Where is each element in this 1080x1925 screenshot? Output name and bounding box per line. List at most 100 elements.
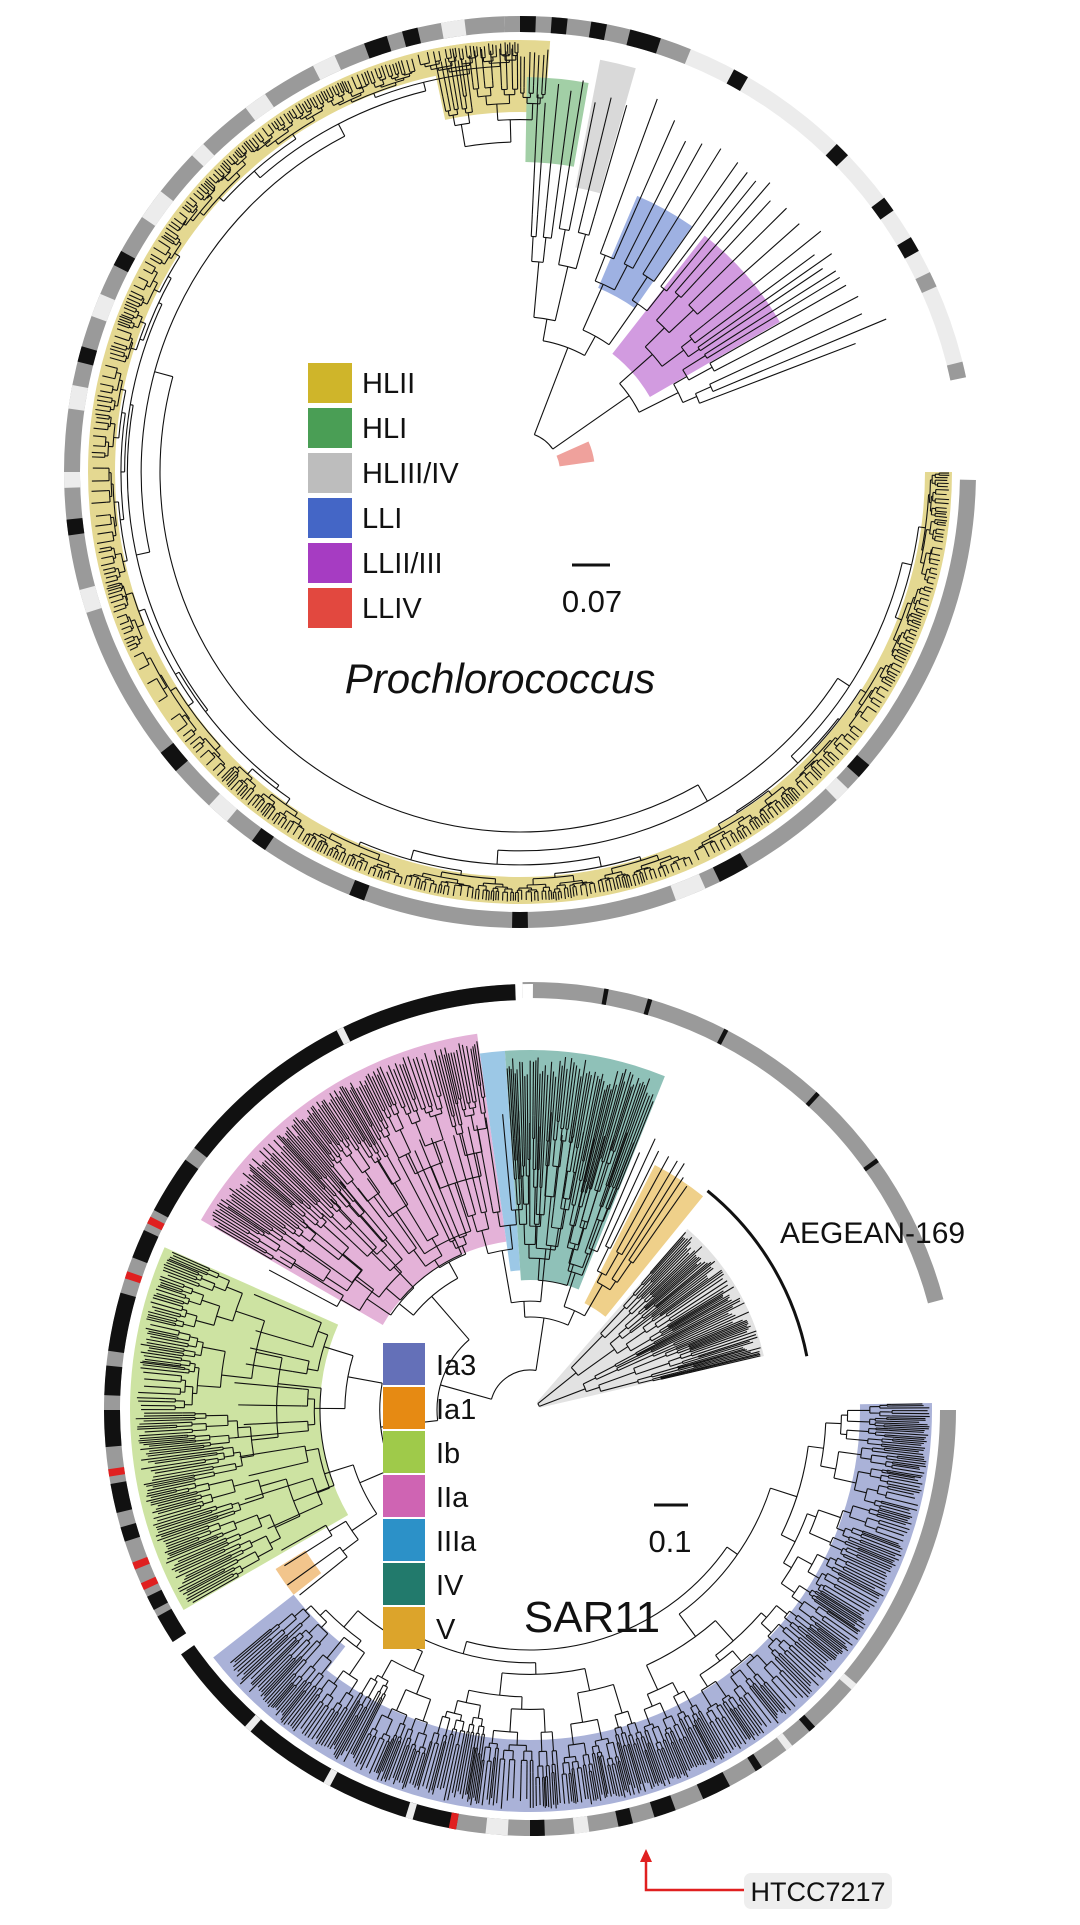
branch xyxy=(468,1724,469,1731)
branch-arc xyxy=(511,1301,540,1303)
branch xyxy=(445,1711,447,1717)
branch xyxy=(248,769,253,774)
branch xyxy=(261,799,262,800)
branch-arc xyxy=(461,1731,465,1732)
branch-arc xyxy=(194,1352,195,1357)
branch xyxy=(454,1720,456,1729)
prochlorococcus-tree: HLII HLI HLIII/IV LLI LLII/III LLIV xyxy=(64,16,976,928)
branch xyxy=(558,893,559,900)
branch xyxy=(333,95,334,96)
branch xyxy=(483,1727,484,1734)
branch xyxy=(916,612,918,613)
branch xyxy=(110,423,115,424)
branch xyxy=(277,813,278,814)
ring-block xyxy=(68,385,88,411)
branch xyxy=(683,397,697,403)
branch-arc xyxy=(443,1716,450,1718)
branch xyxy=(355,859,356,860)
branch xyxy=(512,49,513,86)
branch xyxy=(726,837,727,838)
branch xyxy=(924,590,926,591)
branch-arc xyxy=(214,1472,215,1476)
branch-arc xyxy=(498,120,532,121)
branch xyxy=(585,1669,590,1691)
branch xyxy=(552,1765,553,1773)
branch xyxy=(549,892,550,900)
legend-item-hliii-iv: HLIII/IV xyxy=(308,453,459,493)
branch-arc xyxy=(674,1691,684,1696)
branch xyxy=(204,1446,211,1447)
prochlorococcus-outer-ring xyxy=(64,16,976,928)
prochlorococcus-legend: HLII HLI HLIII/IV LLI LLII/III LLIV xyxy=(308,363,459,628)
branch-arc xyxy=(577,1768,581,1769)
branch xyxy=(784,1563,792,1568)
branch xyxy=(555,267,568,321)
branch xyxy=(776,1606,787,1614)
branch xyxy=(186,724,187,725)
branch xyxy=(134,312,136,313)
ring-block xyxy=(66,518,84,535)
branch xyxy=(177,1426,192,1427)
branch xyxy=(185,1386,193,1387)
branch xyxy=(385,1681,388,1686)
branch xyxy=(768,810,769,811)
branch xyxy=(939,514,946,515)
ring-block xyxy=(104,1365,122,1395)
branch xyxy=(417,1675,424,1694)
branch xyxy=(398,71,399,73)
branch xyxy=(653,869,654,871)
legend-swatch xyxy=(308,498,352,538)
branch xyxy=(902,563,911,565)
branch xyxy=(118,585,121,586)
branch xyxy=(576,234,585,268)
branch xyxy=(925,587,927,588)
branch xyxy=(503,1750,504,1759)
branch-arc xyxy=(834,1452,839,1478)
branch xyxy=(556,894,557,901)
branch xyxy=(888,1478,891,1479)
branch xyxy=(742,829,743,830)
branch xyxy=(460,1715,461,1721)
sar11-tree: AEGEAN-169 Ia3 Ia1 Ib IIa IIIa xyxy=(104,982,965,1909)
branch-arc xyxy=(504,1750,513,1751)
branch xyxy=(549,1766,550,1777)
branch xyxy=(647,1665,658,1690)
branch-arc xyxy=(468,887,473,888)
branch xyxy=(770,1488,796,1497)
branch xyxy=(575,1756,576,1761)
branch-arc xyxy=(485,1747,490,1748)
legend-swatch xyxy=(308,453,352,493)
branch xyxy=(861,716,862,717)
branch xyxy=(279,815,280,816)
branch xyxy=(568,1311,575,1325)
branch xyxy=(609,880,610,883)
branch xyxy=(489,892,490,901)
branch xyxy=(326,1536,332,1540)
branch xyxy=(812,769,813,770)
branch-arc xyxy=(494,1730,518,1732)
branch-arc xyxy=(936,529,937,533)
branch xyxy=(536,215,538,237)
ring-block xyxy=(520,16,536,32)
branch xyxy=(144,1415,182,1416)
branch-arc xyxy=(512,1210,523,1211)
branch xyxy=(380,1685,384,1692)
branch xyxy=(497,850,498,864)
branch xyxy=(348,1377,382,1383)
ring-block xyxy=(626,30,660,54)
branch xyxy=(531,214,532,236)
branch xyxy=(156,678,157,679)
ring-block xyxy=(80,586,102,613)
branch-arc xyxy=(111,398,112,402)
branch-arc xyxy=(931,508,932,514)
branch xyxy=(589,216,595,235)
branch xyxy=(628,1711,632,1723)
branch-arc xyxy=(474,89,479,90)
legend-item-llii-iii: LLII/III xyxy=(308,543,443,583)
branch xyxy=(333,1547,340,1552)
branch xyxy=(466,1690,469,1702)
branch xyxy=(543,209,546,237)
branch-arc xyxy=(502,1669,585,1675)
branch xyxy=(828,755,829,756)
